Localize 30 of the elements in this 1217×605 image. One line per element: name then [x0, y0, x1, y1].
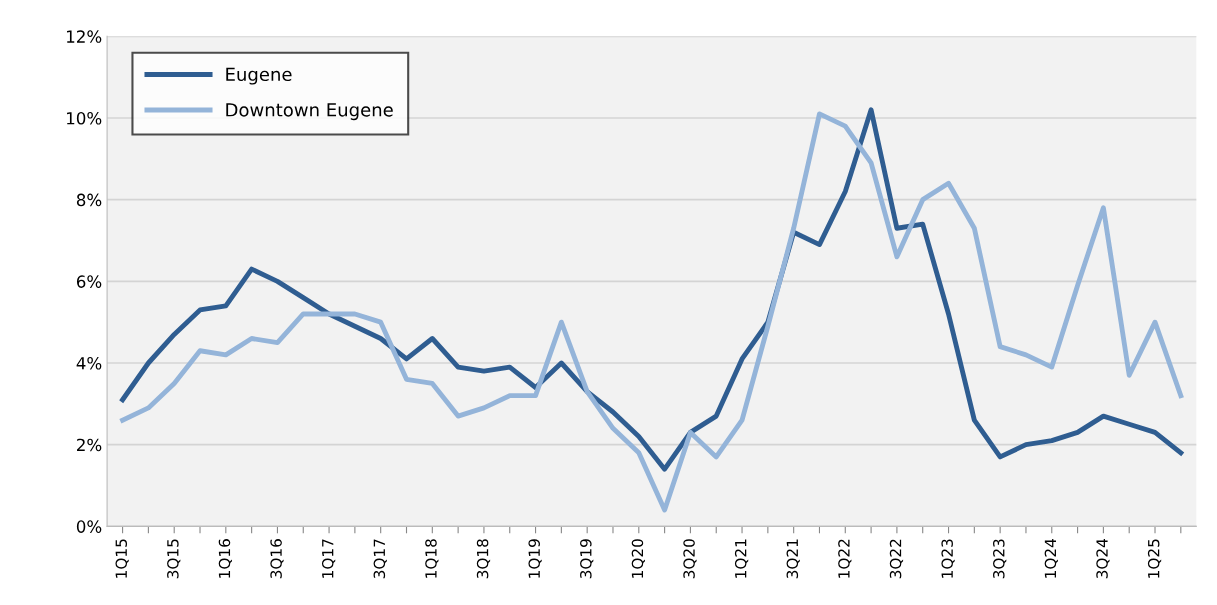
x-tick-label: 3Q21: [786, 539, 800, 579]
x-tick-label: 3Q16: [270, 539, 284, 579]
x-tick-label: 3Q15: [167, 539, 181, 579]
x-tick-label: 3Q20: [683, 539, 697, 579]
x-tick-label: 3Q23: [993, 539, 1007, 579]
x-tick-label: 1Q16: [218, 539, 233, 578]
x-tick-label: 3Q19: [580, 539, 594, 579]
x-tick-label: 1Q17: [321, 539, 336, 578]
x-tick-label: 1Q15: [115, 539, 129, 578]
x-tick-label: 1Q22: [838, 539, 852, 578]
x-tick-label: 3Q17: [373, 539, 387, 579]
x-tick-label: 3Q22: [889, 539, 904, 579]
y-tick-label: 0%: [76, 520, 102, 533]
x-tick-label: 1Q20: [631, 539, 645, 578]
x-tick-label: 3Q18: [476, 539, 491, 579]
x-tick-label: 1Q21: [734, 539, 749, 578]
y-tick-label: 8%: [76, 193, 102, 207]
y-tick-label: 12%: [67, 30, 102, 43]
y-tick-label: 10%: [67, 111, 102, 125]
x-tick-label: 1Q23: [941, 539, 955, 578]
legend-label: Downtown Eugene: [226, 103, 393, 121]
y-tick-label: 2%: [77, 438, 102, 452]
y-tick-label: 4%: [76, 356, 102, 370]
legend-label: Eugene: [226, 67, 292, 85]
x-tick-label: 3Q24: [1096, 539, 1110, 579]
x-tick-label: 1Q25: [1147, 539, 1162, 578]
x-tick-label: 1Q18: [425, 539, 439, 578]
y-tick-label: 6%: [76, 275, 102, 288]
x-tick-label: 1Q24: [1044, 539, 1058, 578]
x-tick-label: 1Q19: [528, 539, 542, 578]
